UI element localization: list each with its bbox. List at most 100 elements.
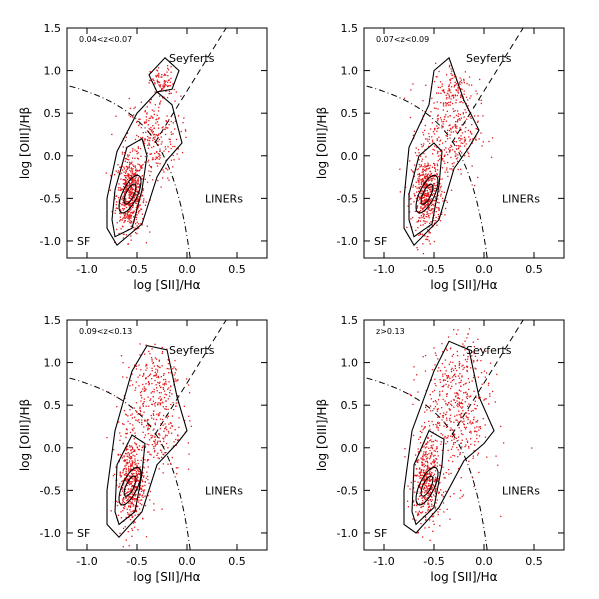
data-point <box>463 426 466 428</box>
data-point <box>460 433 463 435</box>
data-point <box>144 459 146 461</box>
data-point <box>146 106 148 108</box>
data-point <box>491 137 494 139</box>
data-point <box>416 169 418 171</box>
data-point <box>457 91 459 93</box>
data-point <box>157 75 159 77</box>
data-point <box>141 175 143 177</box>
data-point <box>130 235 132 237</box>
data-point <box>456 392 458 395</box>
data-point <box>480 102 482 105</box>
data-point <box>442 126 444 128</box>
data-point <box>146 113 148 115</box>
data-point <box>427 238 429 241</box>
data-point <box>147 425 150 427</box>
data-point <box>162 418 164 421</box>
data-point <box>428 425 431 427</box>
data-point <box>428 453 430 455</box>
data-point <box>420 523 422 525</box>
data-point <box>418 176 420 178</box>
data-point <box>148 482 150 484</box>
data-point <box>165 120 168 123</box>
data-point <box>470 432 472 434</box>
data-point <box>454 415 456 417</box>
data-point <box>480 99 482 101</box>
data-point <box>152 362 154 365</box>
data-point <box>119 209 122 211</box>
data-point <box>142 457 144 459</box>
data-point <box>139 169 141 171</box>
data-point <box>430 172 433 175</box>
data-point <box>129 513 131 515</box>
data-point <box>142 517 144 519</box>
data-point <box>426 183 429 185</box>
data-point <box>168 395 171 397</box>
data-point <box>460 417 462 419</box>
data-point <box>157 375 159 378</box>
data-point <box>141 446 143 448</box>
data-point <box>127 200 129 203</box>
data-point <box>132 499 134 501</box>
data-point <box>434 169 437 171</box>
data-point <box>136 170 138 172</box>
data-point <box>467 422 469 425</box>
data-point <box>127 455 129 458</box>
data-point <box>131 413 133 415</box>
data-point <box>132 469 134 472</box>
data-point <box>150 98 152 101</box>
data-point <box>163 384 165 386</box>
data-point <box>134 189 136 191</box>
data-point <box>153 137 155 139</box>
data-point <box>126 492 128 494</box>
data-point <box>133 491 135 493</box>
data-point <box>157 457 159 459</box>
data-point <box>126 455 128 457</box>
data-point <box>155 134 157 136</box>
data-point <box>420 457 422 459</box>
data-point <box>175 467 177 469</box>
data-point <box>418 152 420 154</box>
data-point <box>154 445 156 447</box>
data-point <box>420 210 422 212</box>
data-point <box>129 204 131 206</box>
y-tick-label: 1.0 <box>44 65 62 78</box>
data-point <box>428 484 430 487</box>
data-point <box>134 180 136 182</box>
data-point <box>430 379 433 381</box>
data-point <box>425 84 427 86</box>
data-point <box>476 431 478 433</box>
data-point <box>134 195 136 197</box>
data-point <box>467 378 470 380</box>
data-point <box>174 372 176 374</box>
data-point <box>167 169 169 171</box>
data-point <box>424 235 426 237</box>
data-point <box>439 150 441 152</box>
data-point <box>136 506 138 508</box>
data-point <box>168 138 170 140</box>
data-point <box>443 118 445 121</box>
data-point <box>130 468 132 470</box>
data-point <box>153 403 156 405</box>
data-point <box>141 164 143 167</box>
data-point <box>136 233 138 235</box>
data-point <box>431 201 433 203</box>
data-point <box>422 429 424 431</box>
data-point <box>445 200 447 202</box>
data-point <box>130 239 132 241</box>
x-tick-label: 0.5 <box>228 263 246 276</box>
data-point <box>164 408 166 410</box>
data-point <box>424 426 426 429</box>
data-point <box>444 359 447 361</box>
data-point <box>432 515 435 517</box>
data-point <box>125 216 128 218</box>
data-point <box>439 183 441 185</box>
data-point <box>125 170 127 172</box>
y-axis-label: log [OIII]/Hβ <box>315 399 329 471</box>
data-point <box>441 211 443 214</box>
data-point <box>462 494 465 496</box>
data-point <box>124 504 126 506</box>
data-point <box>177 439 179 441</box>
data-point <box>132 454 134 457</box>
data-point <box>151 116 154 118</box>
data-point <box>425 184 427 187</box>
